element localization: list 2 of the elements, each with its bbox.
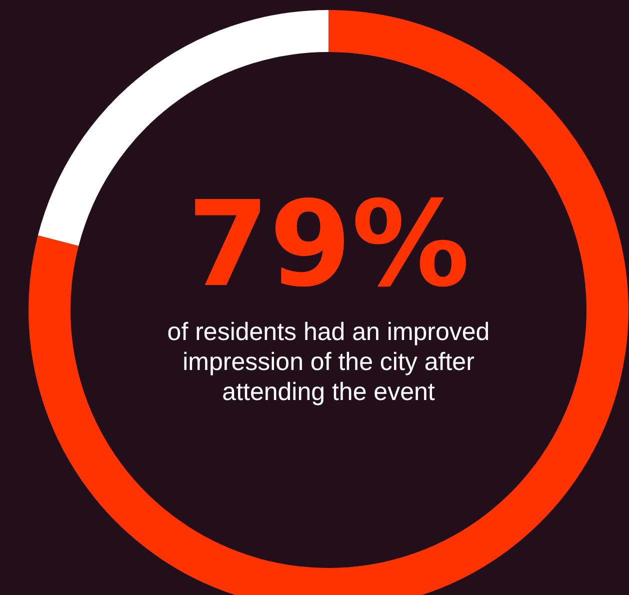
data-label: 79%: [187, 175, 470, 313]
text: of residents had an improved impression of the city after attending the event: [167, 318, 490, 406]
